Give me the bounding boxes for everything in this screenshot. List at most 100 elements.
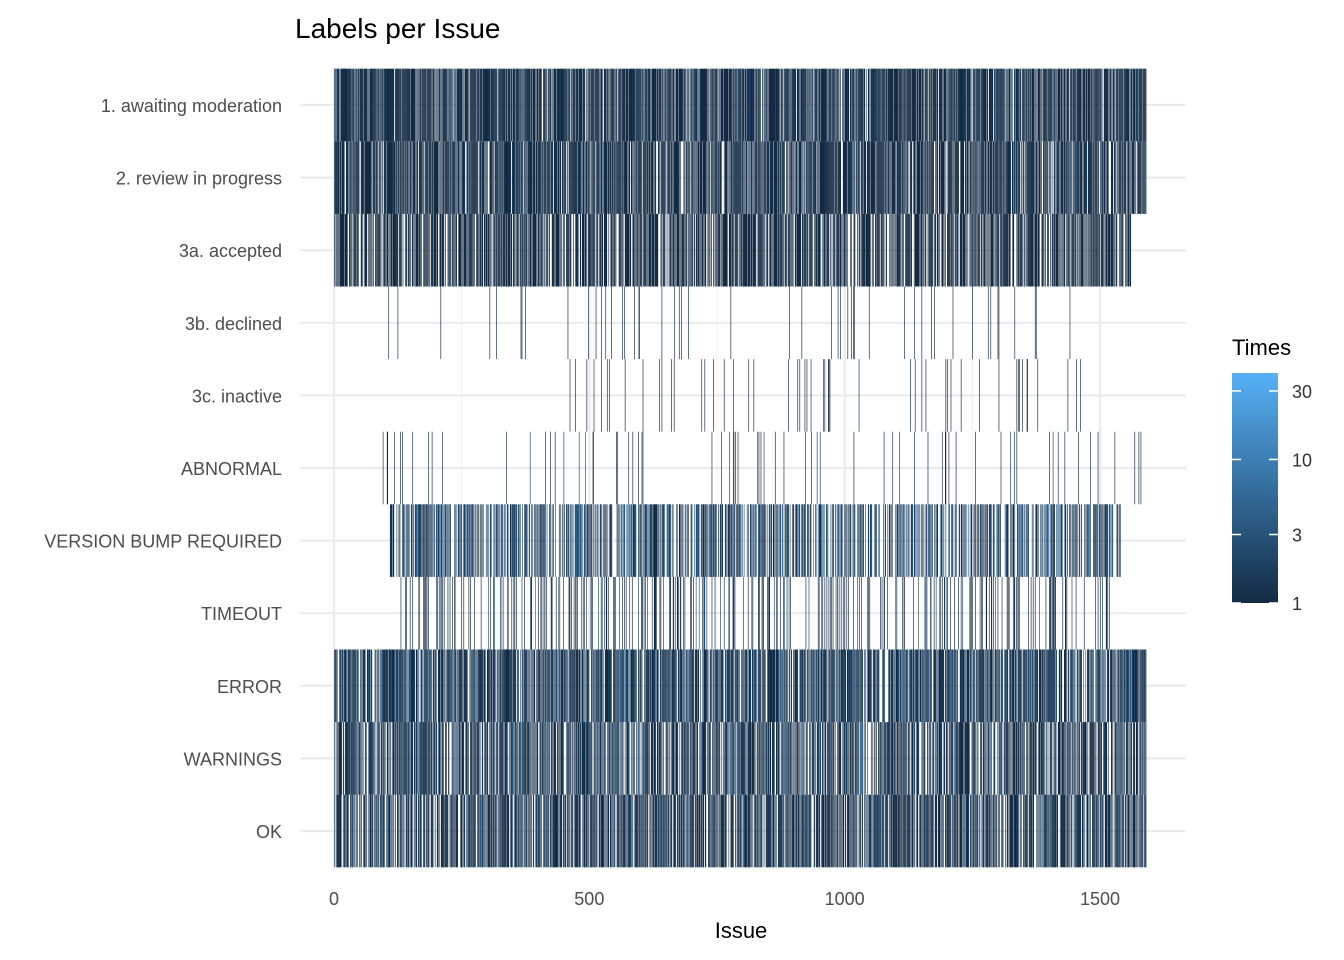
- heatmap-tile: [491, 141, 493, 214]
- heatmap-tile: [676, 576, 678, 650]
- heatmap-tile: [639, 504, 640, 577]
- heatmap-tile: [549, 649, 550, 723]
- heatmap-tile: [734, 141, 736, 214]
- heatmap-tile: [563, 68, 564, 142]
- heatmap-tile: [945, 68, 947, 142]
- heatmap-tile: [754, 141, 755, 214]
- heatmap-tile: [700, 504, 702, 577]
- heatmap-tile: [427, 141, 428, 214]
- heatmap-tile: [1037, 213, 1039, 287]
- heatmap-tile: [917, 141, 919, 214]
- heatmap-tile: [484, 68, 486, 142]
- heatmap-tile: [947, 359, 948, 432]
- heatmap-tile: [408, 213, 409, 287]
- heatmap-tile: [767, 576, 769, 650]
- heatmap-tile: [1002, 141, 1004, 214]
- heatmap-tile: [763, 431, 765, 505]
- heatmap-tile: [1007, 576, 1009, 650]
- heatmap-tile: [351, 68, 352, 142]
- heatmap-tile: [584, 504, 586, 577]
- heatmap-tile: [917, 68, 919, 142]
- heatmap-tile: [455, 68, 456, 142]
- heatmap-tile: [710, 213, 712, 287]
- heatmap-tile: [859, 504, 861, 577]
- heatmap-tile: [1110, 213, 1112, 287]
- heatmap-tile: [1001, 213, 1003, 287]
- heatmap-tile: [584, 213, 586, 287]
- heatmap-tile: [434, 68, 436, 142]
- heatmap-tile: [473, 68, 474, 142]
- heatmap-tile: [552, 213, 554, 287]
- heatmap-tile: [974, 504, 976, 577]
- heatmap-tile: [503, 141, 504, 214]
- heatmap-tile: [371, 68, 372, 142]
- heatmap-tile: [1019, 141, 1020, 214]
- heatmap-tile: [765, 504, 766, 577]
- heatmap-tile: [400, 68, 402, 142]
- heatmap-tile: [477, 504, 478, 577]
- heatmap-tile: [778, 504, 780, 577]
- heatmap-tile: [804, 504, 805, 577]
- heatmap-tile: [410, 141, 412, 214]
- heatmap-tile: [757, 141, 759, 214]
- heatmap-tile: [594, 213, 595, 287]
- heatmap-tile: [567, 286, 569, 360]
- heatmap-tile: [1004, 213, 1006, 287]
- heatmap-tile: [697, 213, 699, 287]
- heatmap-tile: [470, 576, 471, 650]
- heatmap-tile: [962, 68, 964, 142]
- heatmap-tile: [899, 68, 900, 142]
- heatmap-tile: [906, 68, 908, 142]
- heatmap-tile: [799, 141, 801, 214]
- heatmap-tile: [643, 576, 645, 650]
- heatmap-tile: [405, 68, 407, 142]
- heatmap-tile: [918, 68, 920, 142]
- heatmap-tile: [622, 213, 624, 287]
- heatmap-tile: [908, 504, 910, 577]
- heatmap-tile: [854, 286, 855, 360]
- heatmap-tile: [898, 68, 899, 142]
- heatmap-tile: [560, 504, 562, 577]
- heatmap-tile: [385, 213, 386, 287]
- heatmap-tile: [826, 68, 827, 142]
- heatmap-tile: [405, 68, 406, 142]
- heatmap-tile: [391, 68, 393, 142]
- heatmap-tile: [605, 286, 607, 360]
- heatmap-tile: [475, 141, 477, 214]
- heatmap-tile: [684, 68, 685, 142]
- heatmap-tile: [763, 504, 765, 577]
- heatmap-tile: [1035, 286, 1037, 360]
- heatmap-tile: [1097, 576, 1099, 650]
- heatmap-tile: [1083, 141, 1085, 214]
- heatmap-tile: [342, 649, 344, 723]
- heatmap-tile: [1134, 141, 1136, 214]
- heatmap-tile: [557, 213, 559, 287]
- heatmap-tile: [781, 213, 783, 287]
- heatmap-tile: [782, 504, 783, 577]
- heatmap-tile: [550, 576, 552, 650]
- heatmap-tile: [1145, 68, 1146, 142]
- heatmap-tile: [528, 68, 529, 142]
- heatmap-tile: [1110, 213, 1112, 287]
- heatmap-tile: [925, 141, 927, 214]
- heatmap-tile: [501, 504, 503, 577]
- heatmap-tile: [936, 141, 938, 214]
- heatmap-tile: [912, 68, 914, 142]
- heatmap-tile: [750, 141, 752, 214]
- heatmap-tile: [446, 141, 448, 214]
- heatmap-tile: [942, 213, 944, 287]
- heatmap-tile: [540, 68, 541, 142]
- heatmap-tile: [998, 213, 999, 287]
- heatmap-tile: [962, 68, 964, 142]
- heatmap-tile: [627, 504, 629, 577]
- heatmap-tile: [392, 141, 394, 214]
- heatmap-tile: [506, 141, 508, 214]
- heatmap-tile: [654, 576, 656, 650]
- heatmap-tile: [512, 649, 514, 723]
- heatmap-tile: [634, 68, 635, 142]
- heatmap-tile: [1032, 141, 1034, 214]
- heatmap-tile: [1065, 68, 1067, 142]
- heatmap-tile: [842, 68, 844, 142]
- heatmap-tile: [1104, 68, 1105, 142]
- heatmap-tile: [1079, 504, 1080, 577]
